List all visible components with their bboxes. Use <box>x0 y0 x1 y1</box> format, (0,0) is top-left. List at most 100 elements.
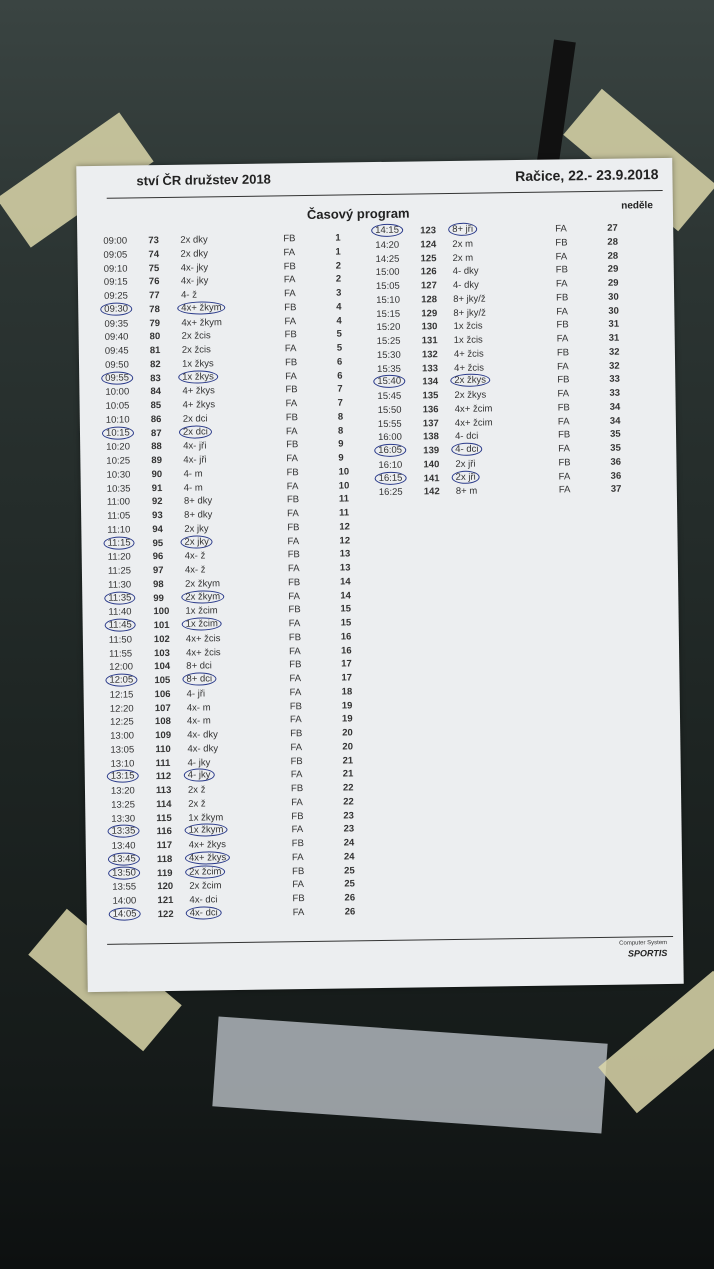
cell-lane: FA <box>558 443 570 455</box>
cell-no: 92 <box>151 496 163 508</box>
cell-no: 85 <box>150 400 162 412</box>
cell-lane: FA <box>288 618 301 630</box>
cell-event: 2x žkys <box>454 389 487 401</box>
cell-time: 13:45 <box>107 852 140 866</box>
cell-lane: FA <box>292 906 305 919</box>
cell-no: 127 <box>420 280 437 292</box>
cell-lane: FA <box>283 246 296 259</box>
cell-time: 13:20 <box>110 785 135 797</box>
cell-no: 128 <box>421 293 438 306</box>
cell-no: 125 <box>420 252 437 264</box>
cell-no: 112 <box>155 771 172 783</box>
cell-lane: FA <box>291 851 304 864</box>
cell-no: 87 <box>150 427 162 439</box>
cell-race: 13 <box>339 548 351 560</box>
cell-event: 8+ jři <box>448 222 478 237</box>
cell-event: 8+ dky <box>184 509 213 521</box>
cell-race: 11 <box>338 493 350 505</box>
cell-time: 12:20 <box>109 702 134 715</box>
cell-time: 11:25 <box>107 565 132 577</box>
cell-lane: FB <box>556 292 569 304</box>
cell-time: 11:10 <box>107 524 131 536</box>
cell-lane: FB <box>285 411 299 424</box>
cell-race: 30 <box>608 305 619 317</box>
cell-no: 99 <box>153 592 164 604</box>
cell-lane: FA <box>290 769 303 781</box>
cell-lane: FA <box>284 343 297 355</box>
cell-race: 1 <box>335 232 341 244</box>
cell-event: 4- dky <box>452 279 479 291</box>
cell-no: 139 <box>423 445 440 457</box>
cell-no: 137 <box>422 417 439 429</box>
cell-race: 7 <box>337 397 343 409</box>
cell-race: 32 <box>608 346 620 358</box>
cell-time: 11:50 <box>108 634 133 646</box>
cell-no: 107 <box>154 702 171 714</box>
cell-time: 09:25 <box>104 290 128 302</box>
cell-lane: FB <box>291 810 304 822</box>
cell-time: 11:35 <box>104 590 136 605</box>
day-label: neděle <box>621 200 653 212</box>
cell-lane: FA <box>556 333 569 345</box>
cell-lane: FB <box>283 260 296 272</box>
cell-lane: FA <box>556 305 569 318</box>
cell-time: 10:30 <box>106 469 131 481</box>
cell-time: 09:10 <box>103 262 128 275</box>
cell-time: 12:15 <box>109 689 134 701</box>
cell-race: 14 <box>340 576 351 588</box>
cell-event: 8+ jky/ž <box>453 306 486 319</box>
cell-race: 8 <box>337 411 344 423</box>
cell-no: 110 <box>155 743 171 755</box>
cell-race: 2 <box>335 273 342 285</box>
cell-race: 32 <box>609 360 620 372</box>
cell-time: 16:15 <box>374 471 407 485</box>
cell-lane: FA <box>284 315 297 327</box>
cell-race: 16 <box>340 644 352 657</box>
cell-event: 4x- jři <box>183 440 207 452</box>
cell-lane: FA <box>285 398 298 410</box>
cell-lane: FB <box>283 233 296 245</box>
cell-lane: FB <box>286 439 299 451</box>
cell-race: 26 <box>344 906 356 918</box>
cell-no: 97 <box>152 565 164 577</box>
cell-time: 15:50 <box>377 404 402 416</box>
cell-race: 15 <box>340 617 352 629</box>
cell-event: 4+ žkys <box>182 385 215 397</box>
cell-lane: FA <box>283 274 296 286</box>
cell-race: 27 <box>607 222 618 234</box>
cell-event: 4- m <box>183 468 203 480</box>
cell-no: 98 <box>153 578 164 590</box>
cell-event: 2x ž <box>187 784 206 796</box>
cell-time: 15:55 <box>377 418 402 430</box>
cell-time: 09:00 <box>103 235 128 247</box>
cell-no: 77 <box>149 290 160 302</box>
cell-race: 22 <box>342 782 354 794</box>
cell-no: 89 <box>151 455 163 467</box>
cell-lane: FB <box>556 319 569 331</box>
cell-lane: FB <box>557 402 570 414</box>
cell-race: 20 <box>342 727 353 739</box>
cell-lane: FB <box>288 576 301 589</box>
cell-race: 9 <box>338 438 344 450</box>
cell-no: 124 <box>420 238 437 251</box>
cell-lane: FA <box>283 288 296 300</box>
cell-event: 4+ žcis <box>454 362 485 374</box>
cell-lane: FB <box>288 631 302 644</box>
cell-lane: FA <box>286 453 299 465</box>
cell-time: 15:35 <box>377 363 401 375</box>
cell-event: 1x žcis <box>453 320 483 333</box>
cell-no: 75 <box>148 262 160 274</box>
cell-event: 8+ dky <box>183 495 213 507</box>
cell-race: 6 <box>337 370 343 382</box>
cell-no: 78 <box>149 303 160 315</box>
schedule-sheet: ství ČR družstev 2018 Račice, 22.- 23.9.… <box>76 157 684 993</box>
cell-time: 14:15 <box>371 223 404 238</box>
cell-time: 10:25 <box>106 455 131 467</box>
cell-race: 25 <box>344 864 355 877</box>
cell-event: 4x+ žcis <box>185 646 221 659</box>
cell-no: 131 <box>421 335 438 347</box>
cell-time: 16:05 <box>374 443 407 458</box>
cell-event: 4x- jky <box>180 275 209 288</box>
cell-lane: FA <box>288 590 300 602</box>
cell-time: 13:05 <box>110 744 135 756</box>
